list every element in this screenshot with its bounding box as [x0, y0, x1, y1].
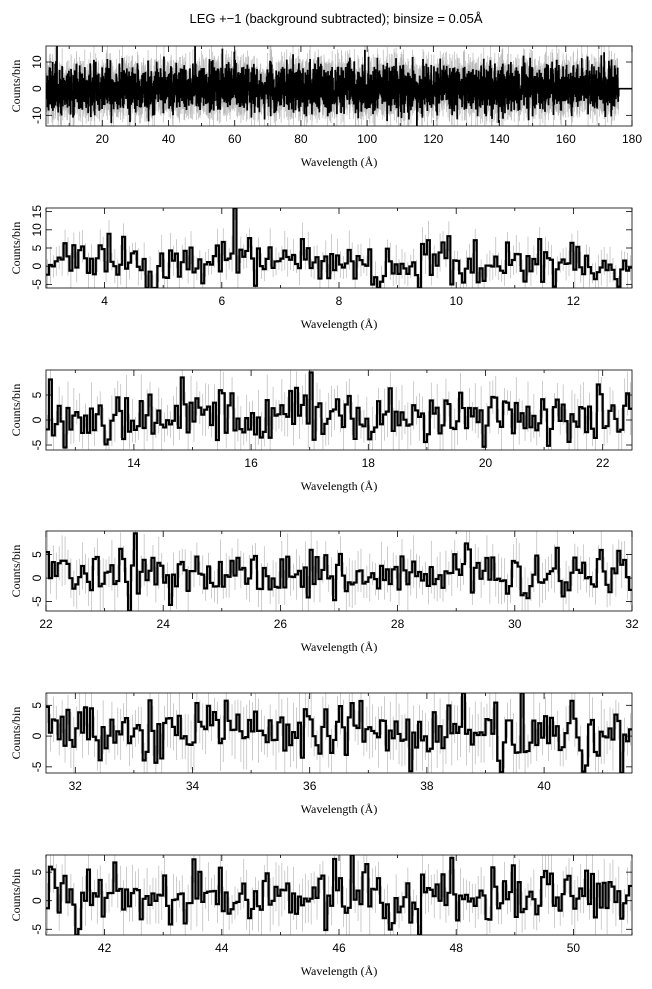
x-tick-label: 50	[567, 941, 581, 955]
counts-histogram	[46, 532, 632, 611]
y-tick-label: 15	[30, 205, 44, 219]
x-tick-label: 14	[127, 456, 141, 470]
counts-histogram	[46, 46, 632, 126]
y-tick-label: 5	[30, 244, 44, 251]
x-tick-label: 24	[157, 617, 171, 631]
x-tick-label: 60	[228, 132, 242, 146]
chart-panel-3: 14 16 18 20 22 -5 0 5 Wavelength (Å) Counts/bin	[9, 369, 633, 493]
plot-frame	[45, 45, 633, 127]
plot-area	[46, 208, 632, 288]
chart-panel-4: 22 24 26 28 30 32 -5 0 5 Wavelength (Å) Counts/bin	[9, 530, 639, 654]
counts-histogram	[46, 855, 632, 935]
chart-panel-2: 4 6 8 10 12 -5 0 5 10 15 Wavelength (Å) Counts/bin	[9, 205, 633, 331]
y-tick-label: -5	[30, 279, 44, 290]
x-tick-label: 40	[162, 132, 176, 146]
x-tick-label: 20	[96, 132, 110, 146]
y-tick-label: 0	[30, 416, 44, 423]
y-axis-label: Counts/bin	[9, 707, 23, 760]
x-tick-label: 46	[332, 941, 346, 955]
error-bars	[47, 855, 631, 935]
y-axis-label: Counts/bin	[9, 869, 23, 922]
y-tick-label: 0	[30, 897, 44, 904]
x-tick-label: 32	[625, 617, 639, 631]
plot-frame	[45, 692, 633, 774]
x-axis-label: Wavelength (Å)	[301, 155, 378, 169]
x-tick-label: 26	[274, 617, 288, 631]
x-tick-label: 140	[490, 132, 510, 146]
y-axis-label: Counts/bin	[9, 545, 23, 598]
x-tick-label: 160	[556, 132, 576, 146]
y-tick-label: 5	[30, 868, 44, 875]
y-tick-label: -10	[30, 106, 44, 124]
y-tick-label: 0	[30, 574, 44, 581]
x-tick-label: 12	[567, 294, 581, 308]
figure-title: LEG +−1 (background subtracted); binsize…	[189, 11, 482, 26]
x-tick-label: 10	[450, 294, 464, 308]
counts-histogram	[46, 208, 632, 288]
x-tick-label: 18	[362, 456, 376, 470]
x-axis-label: Wavelength (Å)	[301, 479, 378, 493]
x-tick-label: 120	[423, 132, 443, 146]
x-tick-label: 4	[101, 294, 108, 308]
x-tick-label: 180	[622, 132, 642, 146]
plot-area	[46, 693, 632, 773]
x-tick-label: 44	[215, 941, 229, 955]
y-tick-label: 10	[30, 223, 44, 237]
x-tick-label: 80	[294, 132, 308, 146]
y-tick-label: -5	[30, 761, 44, 772]
chart-panel-1: 20 40 60 80 100 120 140 160 180 -10 0 10 Wavelength …	[9, 45, 642, 169]
y-tick-label: 5	[30, 391, 44, 398]
x-axis-label: Wavelength (Å)	[301, 964, 378, 978]
x-tick-label: 36	[303, 779, 317, 793]
plot-area	[46, 46, 632, 126]
x-tick-label: 22	[39, 617, 53, 631]
chart-panel-5: 32 34 36 38 40 -5 0 5 Wavelength (Å) Counts/bin	[9, 692, 633, 816]
y-tick-label: -5	[30, 596, 44, 607]
x-tick-label: 6	[218, 294, 225, 308]
counts-histogram	[46, 371, 632, 449]
y-tick-label: 5	[30, 551, 44, 558]
x-tick-label: 38	[420, 779, 434, 793]
y-tick-label: 10	[30, 55, 44, 69]
x-tick-label: 16	[244, 456, 258, 470]
chart-panel-6: 42 44 46 48 50 -5 0 5 Wavelength (Å) Counts/bin	[9, 854, 633, 978]
x-tick-label: 22	[596, 456, 610, 470]
plot-area	[46, 855, 632, 935]
x-tick-label: 20	[479, 456, 493, 470]
y-axis-label: Counts/bin	[9, 384, 23, 437]
plot-frame	[45, 854, 633, 936]
y-tick-label: -5	[30, 924, 44, 935]
x-axis-label: Wavelength (Å)	[301, 802, 378, 816]
x-tick-label: 8	[336, 294, 343, 308]
plot-area	[46, 531, 632, 611]
y-tick-label: 0	[30, 263, 44, 270]
x-tick-label: 42	[98, 941, 112, 955]
plot-frame	[45, 369, 633, 451]
x-tick-label: 28	[391, 617, 405, 631]
plot-area	[46, 370, 632, 450]
y-tick-label: 0	[30, 732, 44, 739]
y-tick-label: 5	[30, 702, 44, 709]
y-tick-label: -5	[30, 439, 44, 450]
x-tick-label: 32	[69, 779, 83, 793]
y-axis-label: Counts/bin	[9, 60, 23, 113]
x-tick-label: 34	[186, 779, 200, 793]
counts-histogram	[46, 693, 632, 773]
x-tick-label: 40	[537, 779, 551, 793]
x-axis-label: Wavelength (Å)	[301, 317, 378, 331]
y-tick-label: 0	[30, 85, 44, 92]
y-axis-label: Counts/bin	[9, 222, 23, 275]
x-tick-label: 48	[450, 941, 464, 955]
x-tick-label: 30	[508, 617, 522, 631]
x-tick-label: 100	[357, 132, 377, 146]
x-axis-label: Wavelength (Å)	[301, 640, 378, 654]
